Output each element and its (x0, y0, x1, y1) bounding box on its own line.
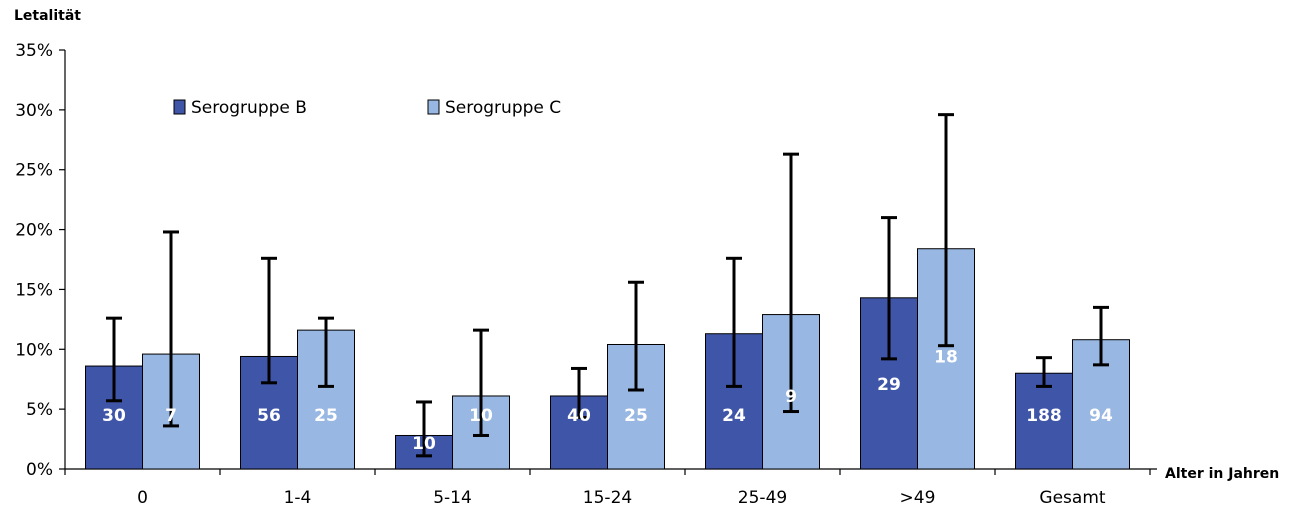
y-tick-label: 10% (15, 340, 53, 360)
data-label: 29 (877, 375, 901, 395)
data-label: 40 (567, 406, 591, 426)
x-axis: 0 1-4 5-14 15-24 25-49 >49 Gesamt (64, 468, 1157, 508)
data-label: 188 (1026, 406, 1062, 426)
x-tick-label: >49 (900, 488, 936, 508)
y-tick-label: 30% (15, 101, 53, 121)
data-label: 56 (257, 406, 281, 426)
x-tick-label: Gesamt (1039, 488, 1105, 508)
data-label: 10 (469, 406, 493, 426)
data-label: 9 (785, 387, 797, 407)
x-tick-label: 0 (137, 488, 148, 508)
error-bars (106, 113, 1109, 458)
data-label: 94 (1089, 406, 1113, 426)
y-tick-label: 0% (26, 460, 53, 480)
data-label: 18 (934, 347, 958, 367)
legend-swatch (427, 99, 440, 115)
x-axis-title: Alter in Jahren (1165, 466, 1279, 482)
y-tick-label: 25% (15, 161, 53, 181)
legend-swatch (173, 99, 186, 115)
x-tick-label: 25-49 (738, 488, 787, 508)
legend: Serogruppe B Serogruppe C (173, 98, 561, 118)
bars (85, 248, 1130, 470)
y-axis: 0% 5% 10% 15% 20% 25% 30% 35% (15, 41, 66, 480)
data-label: 7 (165, 406, 177, 426)
x-tick-label: 15-24 (583, 488, 632, 508)
data-label: 25 (624, 406, 648, 426)
legend-label: Serogruppe C (445, 98, 561, 118)
y-tick-label: 15% (15, 280, 53, 300)
data-labels: 30 56 10 40 24 29 188 7 25 10 25 9 18 94 (102, 347, 1113, 454)
data-label: 10 (412, 434, 436, 454)
x-tick-label: 1-4 (284, 488, 312, 508)
y-axis-title: Letalität (14, 8, 81, 24)
y-tick-label: 20% (15, 221, 53, 241)
legend-label: Serogruppe B (191, 98, 307, 118)
data-label: 24 (722, 406, 746, 426)
x-tick-label: 5-14 (433, 488, 472, 508)
y-tick-label: 5% (26, 400, 53, 420)
data-label: 25 (314, 406, 338, 426)
data-label: 30 (102, 406, 126, 426)
y-tick-label: 35% (15, 41, 53, 61)
